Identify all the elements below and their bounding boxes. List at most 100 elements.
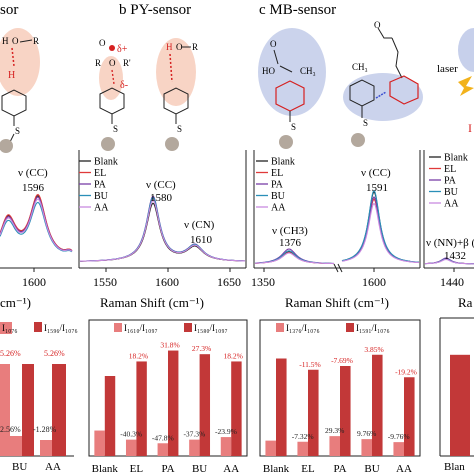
- raman-spectra-b: [79, 195, 246, 262]
- schematic-label-rprime: R': [123, 58, 131, 68]
- schematic-label-ch3: CH₃: [352, 62, 368, 72]
- bar-bu-dark: [372, 354, 383, 456]
- peak-label-c-ch3: ν (CH3): [272, 225, 308, 237]
- spectrum-line-bu: [341, 189, 420, 263]
- schematic-label-o: O: [374, 20, 381, 30]
- peak-value-d-nn: 1432: [444, 250, 466, 262]
- bar-aa-dark: [231, 361, 242, 456]
- legend-label-aa: AA: [271, 203, 286, 214]
- legend-entry-a-2: I₁₅₉₆/I₁₀₇₆: [44, 323, 78, 333]
- legend-label-bu: BU: [94, 191, 109, 202]
- schematic-label-s: S: [113, 124, 118, 134]
- gold-particle: [0, 139, 13, 153]
- spectrum-line-aa: [79, 199, 246, 262]
- peak-value-c-cc: 1591: [366, 182, 388, 194]
- highlight-blob: [156, 38, 196, 106]
- gold-particle: [165, 137, 179, 151]
- bar-bu-light: [361, 439, 372, 456]
- peak-label-d-nn: ν (NN)+β (: [426, 237, 474, 249]
- schematic-d: laser I: [437, 28, 474, 135]
- schematic-label-s: S: [291, 122, 296, 132]
- spectrum-line-aa: [424, 258, 474, 265]
- chain: [377, 27, 392, 39]
- bar-d-blank: [450, 354, 470, 456]
- bar-chart-b: Blank 18.2% -40.3% EL 31.8% -47.8% PA 27.3% -37.…: [88, 319, 248, 474]
- schematic-label-o: O: [176, 42, 183, 52]
- panel-title-c: c MB-sensor: [259, 2, 336, 18]
- tick-label-b-1650: 1650: [217, 275, 241, 289]
- peak-value-b-cc: 1580: [150, 192, 173, 204]
- bar-legend-entry-2: I₁₅₈₀/I₁₀₉₇: [194, 323, 228, 333]
- legend-swatch-dark: [184, 323, 192, 332]
- bar-label-dark: 18.2%: [224, 351, 243, 360]
- gold-particle: [351, 133, 365, 147]
- laser-label: laser: [437, 63, 458, 75]
- bar-el-light: [125, 439, 137, 456]
- tick-label-a-1600: 1600: [22, 275, 46, 289]
- legend-label-bu: BU: [444, 187, 459, 198]
- peak-value-a-cc: 1596: [22, 182, 45, 194]
- bar-category-blank: Blank: [92, 463, 119, 474]
- bar-blank-light: [265, 440, 276, 456]
- highlight-blob: [0, 28, 40, 96]
- schematic-label-o: O: [12, 36, 19, 46]
- tick-label-d-1440: 1440: [440, 275, 464, 289]
- tick-label-b-1600: 1600: [155, 275, 179, 289]
- legend-swatch-dark: [346, 323, 354, 332]
- legend-label-pa: PA: [444, 176, 457, 187]
- legend-swatch: [0, 322, 12, 334]
- bar-label-dark: 31.8%: [160, 341, 179, 350]
- legend-label-blank: Blank: [271, 157, 295, 168]
- bond: [19, 39, 33, 43]
- bar-category-blank: Blank: [263, 463, 290, 474]
- peak-label-a-cc: ν (CC): [18, 167, 48, 179]
- gold-particle: [279, 135, 293, 149]
- schematic-b2: H O R S: [156, 38, 198, 151]
- schematic-label-s: S: [177, 124, 182, 134]
- gold-particle: [101, 137, 115, 151]
- bar-label-dark: 3.85%: [364, 345, 383, 354]
- bar: [22, 364, 34, 456]
- bar-category-a-bu: BU: [12, 461, 27, 473]
- bar-category-el: EL: [130, 463, 144, 474]
- bar-label-light: 9.76%: [357, 429, 376, 438]
- raman-spectra-c: [254, 189, 420, 265]
- raman-spectra-d: [424, 257, 474, 265]
- bar-bu-dark: [199, 354, 211, 456]
- bar-aa-light: [220, 437, 232, 456]
- legend-label-el: EL: [94, 168, 106, 179]
- bar: [10, 436, 22, 456]
- spectrum-line-bu: [0, 201, 73, 253]
- bar-label-light: -37.3%: [183, 430, 205, 439]
- bar: [52, 364, 66, 456]
- bar-blank-dark: [104, 376, 116, 456]
- bar-label-light: -7.32%: [292, 432, 314, 441]
- schematic-label-h2: H: [8, 70, 15, 81]
- bar-pa-dark: [168, 350, 179, 456]
- ring: [163, 87, 189, 115]
- bar-category-aa: AA: [223, 463, 239, 474]
- spectrum-line-aa: [0, 198, 73, 252]
- schematic-c1: O HO CH₃ S: [258, 28, 326, 149]
- bar-legend-entry-1: I₁₃₇₆/I₁₀₇₆: [286, 323, 320, 333]
- ring: [389, 75, 419, 105]
- highlight-blob: [343, 73, 423, 121]
- legend-label-blank: Blank: [94, 157, 118, 168]
- spectrum-line-aa: [341, 202, 420, 264]
- hbond: [11, 47, 15, 67]
- legend-swatch: [34, 322, 42, 332]
- peak-label-c-cc: ν (CC): [361, 167, 391, 179]
- pi-interaction: [375, 91, 387, 99]
- schematic-label-h: H: [2, 36, 9, 46]
- bar-label-dark: -7.69%: [331, 356, 353, 365]
- bar-chart-d: Blan: [439, 317, 474, 473]
- schematic-label-i: I: [468, 121, 472, 135]
- highlight-blob: [99, 56, 123, 100]
- schematic-b1: O δ+ R R' O δ- S: [95, 38, 131, 151]
- bar-el-dark: [136, 361, 147, 456]
- bar-label-dark: -11.5%: [299, 360, 321, 369]
- delta-dot: [109, 45, 115, 51]
- bond: [273, 49, 279, 65]
